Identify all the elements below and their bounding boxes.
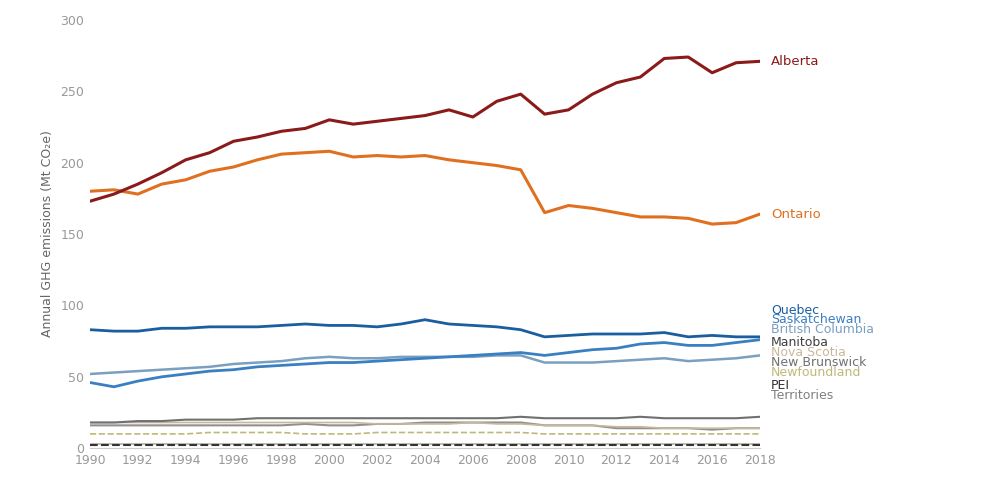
Text: Saskatchewan: Saskatchewan <box>771 313 861 326</box>
Text: Newfoundland: Newfoundland <box>771 366 861 379</box>
Text: PEI: PEI <box>771 379 790 392</box>
Text: Nova Scotia: Nova Scotia <box>771 346 846 359</box>
Text: New Brunswick: New Brunswick <box>771 356 866 369</box>
Text: Quebec: Quebec <box>771 303 819 316</box>
Y-axis label: Annual GHG emissions (Mt CO₂e): Annual GHG emissions (Mt CO₂e) <box>41 130 54 338</box>
Text: Ontario: Ontario <box>771 208 821 221</box>
Text: Alberta: Alberta <box>771 55 820 68</box>
Text: Manitoba: Manitoba <box>771 336 829 349</box>
Text: British Columbia: British Columbia <box>771 323 874 336</box>
Text: Territories: Territories <box>771 389 833 402</box>
